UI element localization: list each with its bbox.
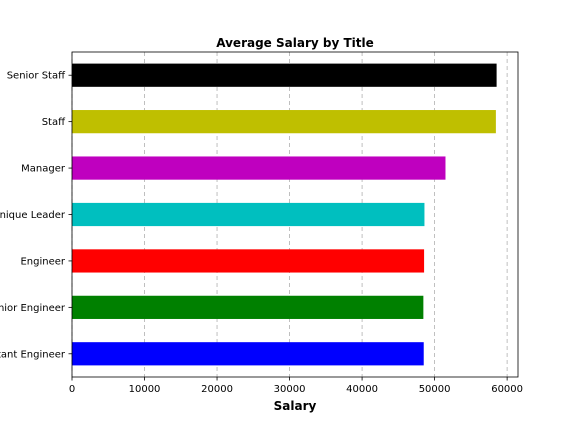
y-tick-label: Technique Leader	[0, 210, 66, 221]
chart-title: Average Salary by Title	[216, 36, 374, 50]
x-tick-label: 30000	[274, 384, 306, 395]
bar	[72, 110, 496, 134]
x-axis-ticks: 0 10000 20000 30000 40000 50000 60000	[69, 377, 523, 395]
y-axis-ticks: Assistant Engineer Senior Engineer Enginee…	[0, 71, 72, 360]
bars	[72, 63, 497, 366]
bar	[72, 295, 424, 319]
y-tick-label: Assistant Engineer	[0, 349, 66, 360]
y-tick-label: Senior Staff	[7, 71, 66, 82]
bar	[72, 156, 446, 180]
x-axis-label: Salary	[274, 399, 317, 413]
x-tick-label: 0	[69, 384, 75, 395]
bar	[72, 63, 497, 87]
x-tick-label: 20000	[201, 384, 233, 395]
x-tick-label: 10000	[129, 384, 161, 395]
x-tick-label: 40000	[346, 384, 378, 395]
bar	[72, 249, 425, 273]
bar	[72, 342, 424, 366]
y-tick-label: Senior Engineer	[0, 303, 66, 314]
y-tick-label: Engineer	[20, 256, 65, 267]
y-tick-label: Staff	[42, 117, 66, 128]
x-tick-label: 60000	[491, 384, 523, 395]
y-tick-label: Manager	[21, 164, 66, 175]
x-tick-label: 50000	[419, 384, 451, 395]
bar	[72, 202, 425, 227]
